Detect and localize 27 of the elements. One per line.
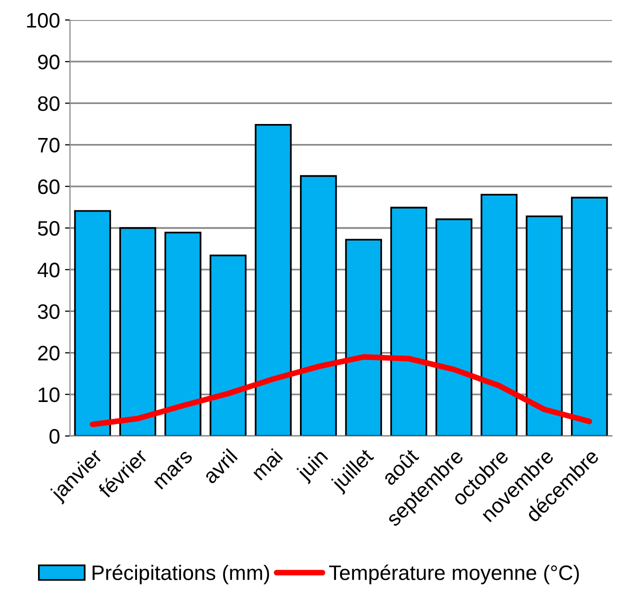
bar [119,227,156,436]
bar [254,124,292,436]
bar [526,216,563,436]
bar [300,175,337,436]
bar [210,254,247,436]
y-tick-label: 0 [50,429,60,444]
y-tick-label: 80 [38,96,60,111]
bar [480,194,518,436]
x-tick-label: mai [250,448,284,481]
y-tick-label: 40 [38,262,60,278]
bar [164,232,202,436]
y-tick-label: 10 [38,387,60,402]
bar [74,210,112,436]
y-tick-label: 50 [38,221,60,236]
y-tick-label: 90 [38,54,60,70]
bar [345,238,382,436]
legend-label: Précipitations (mm) [92,564,270,584]
bar [435,218,472,436]
y-tick-label: 30 [38,304,60,319]
y-tick-label: 20 [38,346,60,361]
y-tick-label: 70 [38,138,60,153]
y-tick-label: 60 [38,179,60,194]
x-tick-label: juin [295,448,332,484]
bar [390,206,428,436]
legend-label: Température moyenne (°C) [329,564,579,584]
y-tick-label: 100 [27,13,60,28]
bar [570,196,608,436]
